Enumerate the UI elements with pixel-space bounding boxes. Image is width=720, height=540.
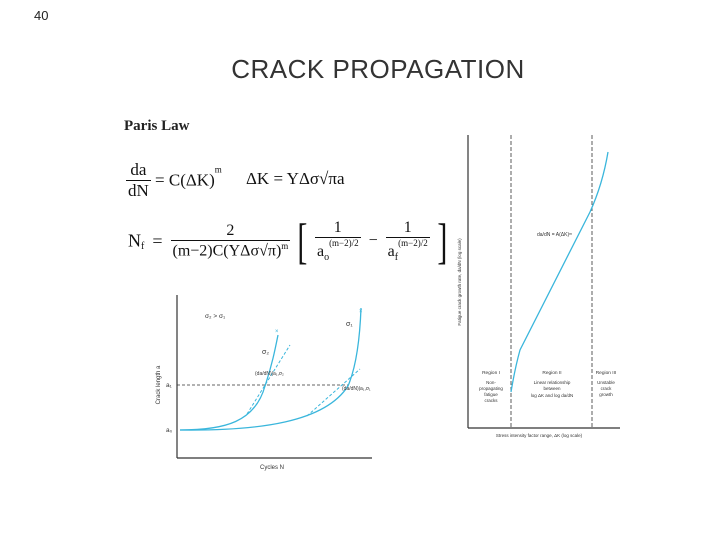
region-1-label: Region I Non- propagating fatigue cracks: [479, 370, 503, 403]
nf-equals: =: [152, 230, 163, 251]
rate-exponent: m: [214, 164, 222, 175]
term1-denominator: ao (m−2)/2: [315, 238, 361, 263]
stress-condition: σ₂ > σ₁: [205, 313, 226, 320]
sigma2-curve-label: σ₂: [262, 349, 269, 356]
x-axis-label: Stress intensity factor range, ΔK (log s…: [496, 433, 583, 438]
x-axis-label: Cycles N: [260, 465, 284, 471]
coef-numerator: 2: [170, 222, 291, 241]
term1-sub: o: [324, 252, 330, 264]
rate-numerator: da: [126, 160, 151, 181]
coef-den-text: (m−2)C(YΔσ√π): [172, 242, 282, 260]
coef-exponent: m: [281, 240, 289, 251]
region-desc-line: between: [543, 386, 561, 391]
region-desc-line: growth: [599, 392, 613, 397]
y-axis-label: Crack length a: [156, 365, 162, 404]
region-name: Region III: [596, 370, 617, 376]
term2-fraction: 1 af (m−2)/2: [385, 219, 430, 263]
sigma2-curve: [179, 334, 279, 431]
section-heading: Paris Law: [124, 118, 190, 134]
term1-den-text: a: [316, 242, 325, 260]
rate-fraction: da dN: [126, 160, 151, 201]
a1-tick-label: a₁: [166, 382, 173, 389]
rate-denominator: dN: [128, 181, 149, 200]
region-3-label: Region III Unstable crack growth: [596, 370, 617, 397]
minus-sign: −: [368, 232, 378, 249]
term1-numerator: 1: [314, 219, 361, 238]
growth-rate-curve: [510, 151, 609, 393]
region-desc-line: crack: [601, 386, 613, 391]
cycles-to-failure-equation: Nf = 2 (m−2)C(YΔσ√π)m [ 1 ao(m−2)/2 − 1 …: [128, 216, 450, 266]
nf-lhs: N: [128, 230, 141, 251]
sigma1-curve: [179, 307, 362, 431]
a0-tick-label: a₀: [166, 427, 173, 434]
term2-exponent: (m−2)/2: [398, 237, 428, 248]
region-name: Region II: [542, 370, 561, 376]
term2-den-text: a: [387, 242, 395, 260]
sigma1-tangent: [306, 368, 361, 417]
region-desc-line: Non-: [486, 380, 496, 385]
crack-length-chart: Crack length a Cycles N σ₂ > σ₁ a₁ a₀ × …: [156, 295, 372, 471]
term1-exponent: (m−2)/2: [329, 237, 359, 248]
sigma2-slope-label: (da/dN)|a₁,σ₂: [255, 371, 284, 377]
region-desc-line: fatigue: [484, 392, 498, 397]
region-desc-line: log ΔK and log da/dN: [531, 393, 574, 398]
term2-sub: f: [394, 252, 399, 264]
sigma1-endpoint-icon: ×: [359, 309, 363, 315]
rate-rhs: = C(ΔK): [155, 170, 215, 190]
sigma2-endpoint-icon: ×: [275, 329, 279, 335]
region-2-label: Region II Linear relationship between lo…: [531, 370, 574, 398]
term2-denominator: af (m−2)/2: [386, 238, 430, 263]
slide-number: 40: [34, 8, 49, 23]
dk-text: ΔK = YΔσ√πa: [246, 169, 345, 188]
sigma1-slope-label: (da/dN)|a₁,σ₁: [342, 386, 371, 392]
region-desc-line: propagating: [479, 386, 503, 391]
slide-title: CRACK PROPAGATION: [231, 54, 525, 84]
region-desc-line: Unstable: [597, 380, 615, 385]
region-desc-line: Linear relationship: [534, 380, 571, 385]
sigma2-tangent: [246, 344, 291, 415]
stress-intensity-equation: ΔK = YΔσ√πa: [246, 169, 345, 189]
right-bracket: ]: [437, 213, 448, 269]
paris-equation-label: da/dN = A(ΔK)ᵐ: [537, 232, 572, 238]
term1-fraction: 1 ao (m−2)/2: [314, 219, 361, 263]
sigma1-curve-label: σ₁: [346, 321, 353, 328]
left-bracket: [: [297, 213, 308, 269]
y-axis-label: Fatigue crack growth rate, da/dN (log sc…: [457, 238, 462, 326]
crack-growth-rate-chart: Fatigue crack growth rate, da/dN (log sc…: [457, 135, 620, 438]
region-name: Region I: [482, 370, 500, 376]
coef-denominator: (m−2)C(YΔσ√π)m: [171, 241, 291, 260]
nf-sub: f: [141, 240, 145, 252]
region-desc-line: cracks: [484, 398, 498, 403]
paris-law-equation: da dN = C(ΔK)m: [126, 160, 222, 201]
coefficient-fraction: 2 (m−2)C(YΔσ√π)m: [170, 222, 291, 260]
term2-numerator: 1: [385, 219, 430, 238]
